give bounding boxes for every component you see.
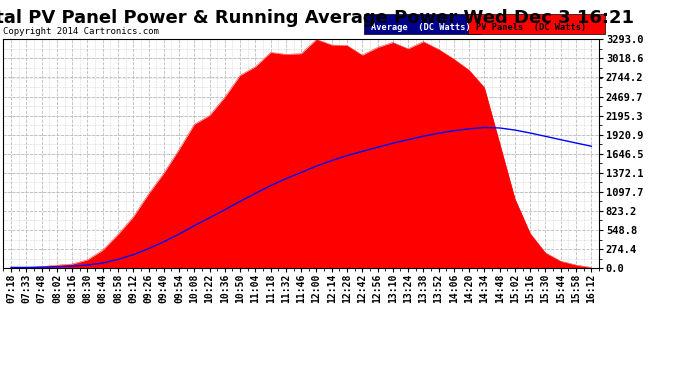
Text: Copyright 2014 Cartronics.com: Copyright 2014 Cartronics.com [3,27,159,36]
FancyBboxPatch shape [468,14,605,34]
Text: Total PV Panel Power & Running Average Power Wed Dec 3 16:21: Total PV Panel Power & Running Average P… [0,9,634,27]
Text: PV Panels  (DC Watts): PV Panels (DC Watts) [475,22,586,32]
FancyBboxPatch shape [364,14,480,34]
Text: Average  (DC Watts): Average (DC Watts) [371,22,471,32]
